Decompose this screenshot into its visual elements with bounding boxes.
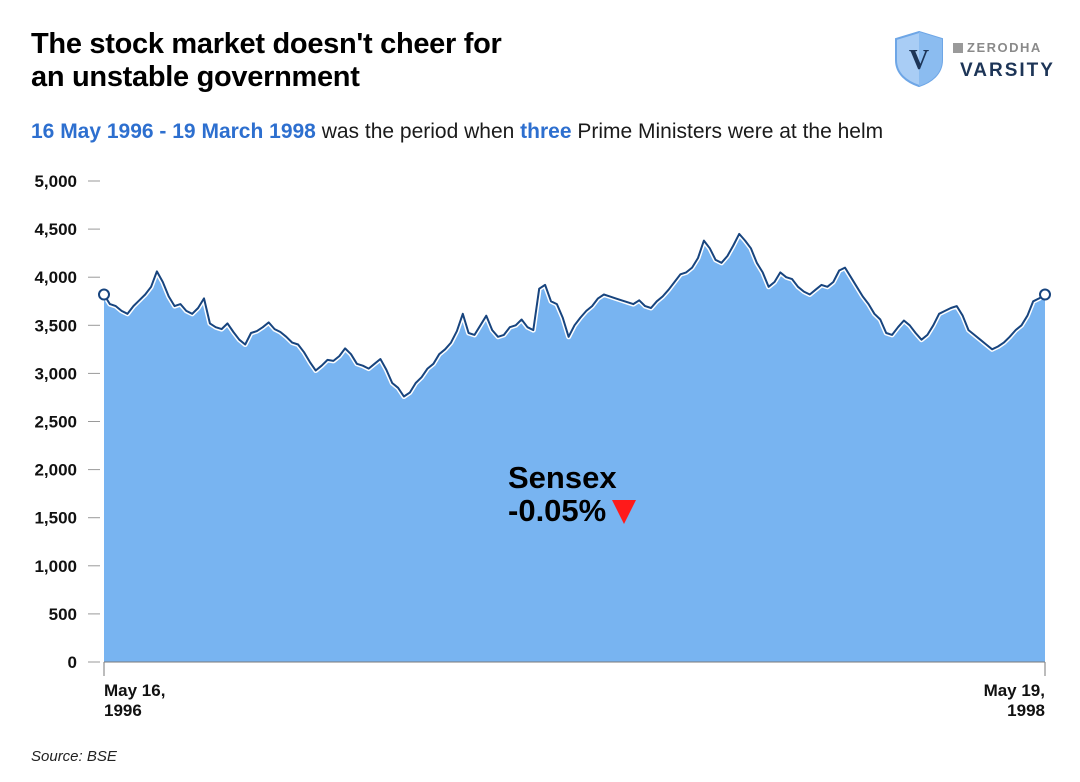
start-point-marker <box>98 288 110 301</box>
sensex-line <box>103 232 1046 398</box>
y-tick-label: 5,000 <box>34 172 77 191</box>
varsity-logo: V ZERODHA VARSITY <box>893 30 1058 92</box>
x-tick-label-start-line1: May 16, <box>104 681 165 700</box>
y-tick-label: 1,500 <box>34 509 77 528</box>
subtitle-text-1: was the period when <box>315 120 521 143</box>
end-point-marker <box>1039 288 1051 301</box>
title-line-2: an unstable government <box>31 61 360 93</box>
source-note: Source: BSE <box>31 748 117 765</box>
y-tick-label: 0 <box>68 653 77 672</box>
zerodha-mark-icon <box>953 43 963 53</box>
annotation-label: Sensex <box>508 460 617 495</box>
y-tick-label: 3,000 <box>34 364 77 383</box>
y-tick-label: 4,000 <box>34 268 77 287</box>
chart-subtitle: 16 May 1996 - 19 March 1998 was the peri… <box>31 119 1031 145</box>
x-tick-label-end-line1: May 19, <box>984 681 1045 700</box>
logo-varsity-text: VARSITY <box>960 60 1055 81</box>
sensex-change-annotation: Sensex -0.05% <box>508 460 637 528</box>
subtitle-date-range: 16 May 1996 - 19 March 1998 <box>31 120 316 143</box>
sensex-area <box>104 233 1045 662</box>
y-tick-label: 4,500 <box>34 220 77 239</box>
logo-zerodha-text: ZERODHA <box>953 40 1042 55</box>
down-triangle-icon <box>612 500 637 524</box>
x-tick-label-start-line2: 1996 <box>104 701 142 720</box>
logo-top-label: ZERODHA <box>967 40 1042 55</box>
shield-icon: V <box>895 30 943 88</box>
chart-title: The stock market doesn't cheer for an un… <box>31 28 651 94</box>
subtitle-text-2: Prime Ministers were at the helm <box>571 120 884 143</box>
y-tick-label: 2,000 <box>34 461 77 480</box>
y-tick-label: 500 <box>49 605 77 624</box>
annotation-change: -0.05% <box>508 493 607 528</box>
y-tick-label: 2,500 <box>34 413 77 432</box>
subtitle-highlight: three <box>520 120 572 143</box>
y-tick-label: 3,500 <box>34 316 77 335</box>
title-line-1: The stock market doesn't cheer for <box>31 28 502 60</box>
x-tick-label-end-line2: 1998 <box>1007 701 1045 720</box>
logo-monogram: V <box>909 45 929 76</box>
y-tick-label: 1,000 <box>34 557 77 576</box>
y-axis: 0 500 1,000 1,500 2,000 2,500 3,000 3,500 4,000 4… <box>34 172 100 672</box>
